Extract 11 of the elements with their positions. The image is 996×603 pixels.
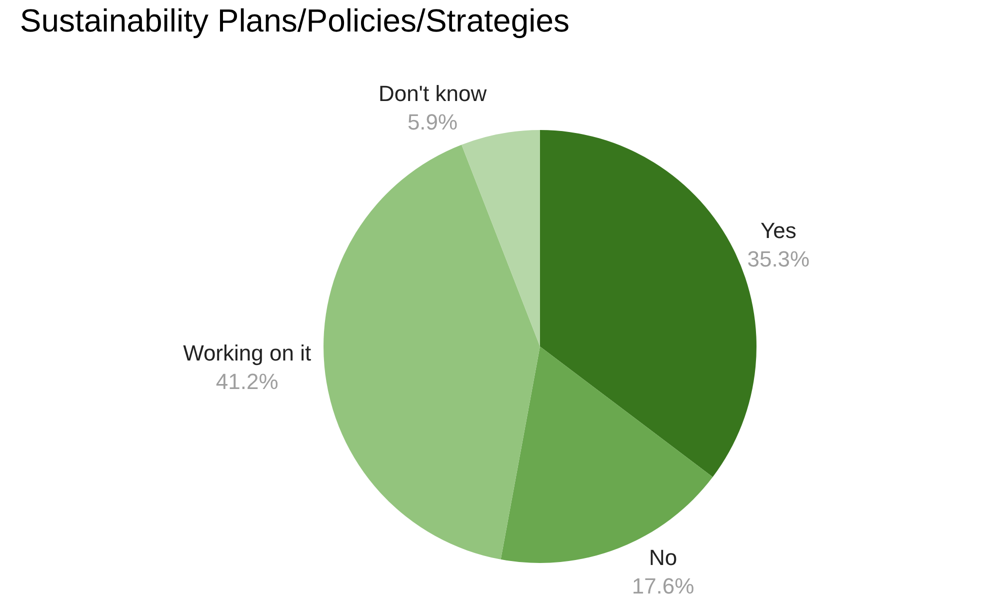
- pie-slice: [462, 130, 540, 346]
- data-label: 41.2%: [216, 368, 278, 394]
- slice-label: Working on it: [183, 340, 312, 366]
- pie-slice: [324, 144, 540, 560]
- chart-title: Sustainability Plans/Policies/Strategies: [20, 2, 570, 38]
- data-label: 35.3%: [747, 246, 810, 272]
- slice-label: Don't know: [378, 81, 487, 106]
- slice-label: No: [648, 544, 678, 570]
- slice-label: Yes: [760, 218, 796, 243]
- data-label: 17.6%: [632, 573, 694, 598]
- data-label: 5.9%: [407, 110, 458, 135]
